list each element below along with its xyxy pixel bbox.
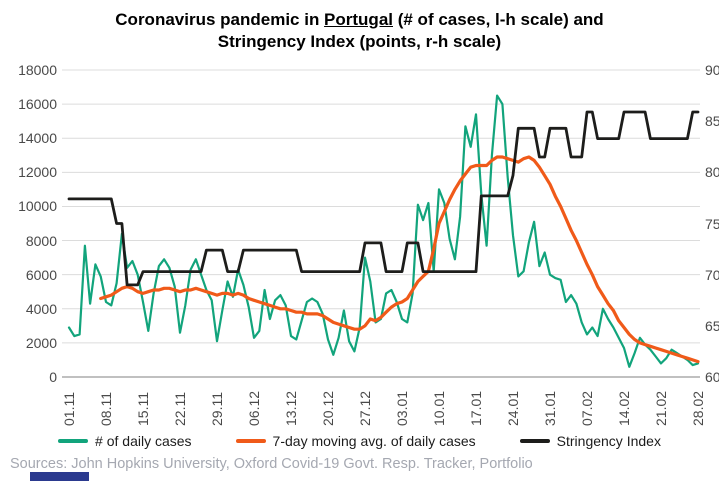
y-left-tick-label: 2000: [25, 334, 57, 351]
legend-label: Stringency Index: [556, 433, 661, 449]
sources-text: Sources: John Hopkins University, Oxford…: [10, 456, 533, 472]
legend-item: # of daily cases: [58, 433, 192, 449]
x-tick-label: 15.11: [135, 392, 151, 426]
x-tick-label: 31.01: [542, 390, 558, 426]
y-left-tick-label: 6000: [25, 266, 57, 283]
moving-avg-line: [99, 155, 700, 364]
x-tick-label: 06.12: [246, 390, 262, 426]
x-tick-label: 21.02: [653, 390, 669, 426]
title-prefix: Coronavirus pandemic in: [115, 10, 325, 29]
x-tick-label: 20.12: [320, 390, 336, 426]
title-country: Portugal: [324, 10, 393, 29]
x-tick-label: 07.02: [579, 390, 595, 426]
title-line-1: Coronavirus pandemic in Portugal (# of c…: [0, 9, 719, 31]
x-tick-label: 08.11: [98, 392, 114, 426]
x-tick-label: 27.12: [357, 390, 373, 426]
y-right-tick-label: 65: [705, 317, 719, 334]
title-suffix: (# of cases, l-h scale) and: [393, 10, 604, 29]
y-left-tick-label: 16000: [18, 96, 57, 113]
daily-cases-legend-line-icon: [58, 439, 89, 443]
y-right-tick-label: 90: [705, 62, 719, 78]
x-tick-label: 03.01: [394, 390, 410, 426]
y-left-tick-label: 0: [49, 369, 57, 385]
legend-label: # of daily cases: [95, 433, 192, 449]
stringency-line: [67, 110, 700, 287]
legend-label: 7-day moving avg. of daily cases: [272, 433, 476, 449]
x-tick-label: 24.01: [505, 390, 521, 426]
chart-title: Coronavirus pandemic in Portugal (# of c…: [0, 9, 719, 53]
x-tick-label: 13.12: [283, 390, 299, 426]
y-right-tick-label: 70: [705, 266, 719, 283]
y-right-tick-label: 85: [705, 113, 719, 130]
x-tick-label: 01.11: [61, 392, 77, 426]
legend-item: 7-day moving avg. of daily cases: [235, 433, 476, 449]
title-line-2: Stringency Index (points, r-h scale): [217, 32, 502, 52]
y-right-tick-label: 75: [705, 215, 719, 232]
y-left-tick-label: 10000: [18, 198, 57, 215]
x-tick-label: 22.11: [172, 392, 188, 426]
y-left-tick-label: 14000: [18, 130, 57, 147]
y-left-tick-label: 18000: [18, 62, 57, 78]
stringency-legend-line-icon: [519, 439, 550, 443]
x-tick-label: 10.01: [431, 390, 447, 426]
x-tick-label: 14.02: [616, 390, 632, 426]
y-left-tick-label: 8000: [25, 232, 57, 249]
y-right-tick-label: 60: [705, 369, 719, 385]
y-left-tick-label: 4000: [25, 300, 57, 317]
portfolio-logo: [30, 472, 89, 481]
moving-avg-legend-line-icon: [235, 439, 266, 443]
x-tick-label: 29.11: [209, 392, 225, 426]
legend: # of daily cases 7-day moving avg. of dai…: [0, 433, 719, 449]
legend-item: Stringency Index: [519, 433, 661, 449]
daily-cases-line: [67, 94, 700, 368]
y-right-tick-label: 80: [705, 164, 719, 181]
y-left-tick-label: 12000: [18, 164, 57, 181]
x-tick-label: 28.02: [690, 390, 706, 426]
x-tick-label: 17.01: [468, 390, 484, 426]
